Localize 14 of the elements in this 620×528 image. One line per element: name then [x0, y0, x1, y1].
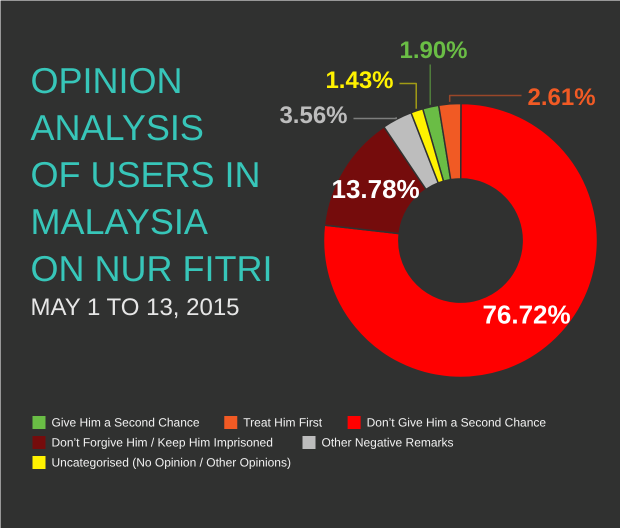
data-label: 1.90%	[399, 37, 468, 64]
text: MAY 1 TO 13, 2015	[30, 294, 240, 321]
legend-label: Don’t Forgive Him / Keep Him Imprisoned	[52, 436, 273, 450]
data-label: 2.61%	[528, 84, 596, 111]
legend-label: Other Negative Remarks	[322, 436, 454, 450]
data-label: 1.43%	[325, 67, 394, 94]
legend-label: Give Him a Second Chance	[52, 416, 200, 430]
data-label: 13.78%	[331, 174, 420, 204]
text: OPINION ANALYSIS OF USERS IN MALAYSIA ON NUR FITRI	[30, 60, 272, 289]
legend-label: Uncategorised (No Opinion / Other Opinions)	[52, 456, 291, 470]
data-label: 3.56%	[279, 102, 348, 129]
legend-label: Treat Him First	[243, 416, 323, 430]
data-label: 76.72%	[482, 300, 571, 330]
legend-label: Don’t Give Him a Second Chance	[366, 416, 546, 430]
